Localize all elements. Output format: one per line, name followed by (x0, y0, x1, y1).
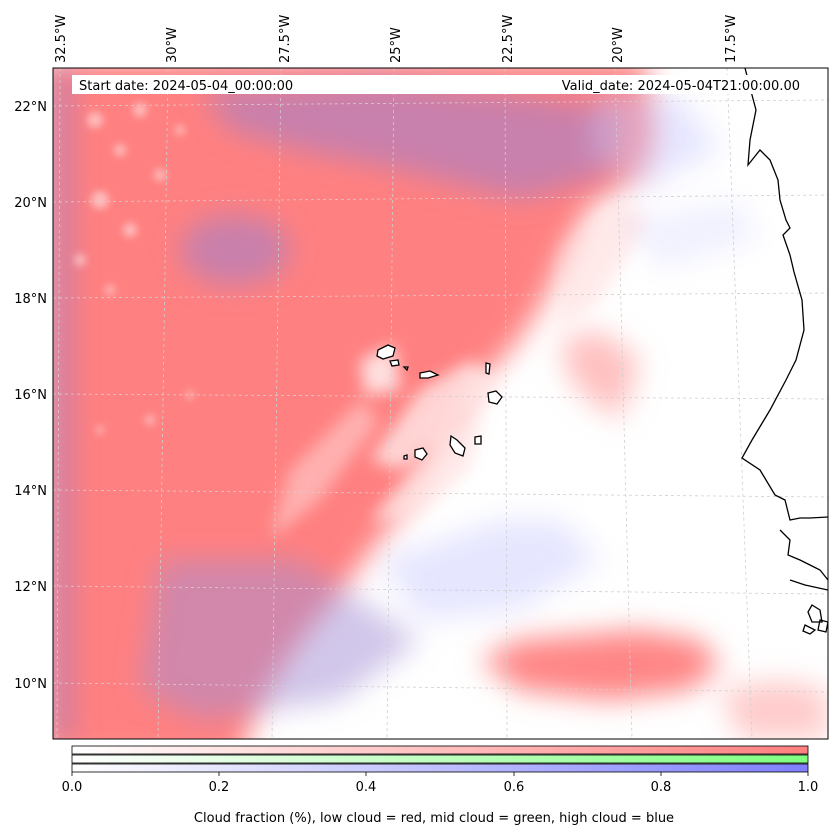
lat-label-20n: 20°N (14, 196, 47, 211)
lat-label-16n: 16°N (14, 388, 47, 403)
coastline (741, 68, 828, 635)
cloud-streaks (270, 200, 650, 540)
valid-date-label: Valid_date: 2024-05-04T21:00:00.00 (562, 79, 800, 94)
colorbar-tick-4: 0.8 (651, 780, 672, 795)
colorbar-tick-5: 1.0 (798, 780, 819, 795)
lon-label-22-5w: 22.5°W (501, 15, 516, 63)
colorbar-tick-2: 0.4 (356, 780, 377, 795)
island-santa-luzia (402, 366, 409, 372)
island-sao-nicolau (419, 370, 440, 379)
start-date-label: Start date: 2024-05-04_00:00:00 (79, 79, 293, 94)
lat-label-18n: 18°N (14, 292, 47, 307)
lat-label-10n: 10°N (14, 677, 47, 692)
island-sal (485, 362, 491, 375)
island-sao-vicente (389, 359, 400, 367)
cloud-speckle (74, 103, 194, 434)
map-frame (52, 67, 829, 740)
header-box (72, 75, 807, 94)
island-santo-antao (376, 344, 396, 360)
lat-label-22n: 22°N (14, 100, 47, 115)
island-fogo (414, 447, 428, 461)
lon-label-25w: 25°W (389, 27, 404, 63)
island-maio (474, 435, 482, 445)
lon-label-27-5w: 27.5°W (278, 15, 293, 63)
longitude-axis: 32.5°W 30°W 27.5°W 25°W 22.5°W 20°W 17.5… (54, 15, 739, 63)
colorbar-tick-3: 0.6 (504, 780, 525, 795)
lon-label-32-5w: 32.5°W (54, 15, 69, 63)
colorbar-low-strip (71, 745, 809, 755)
high-cloud-field (53, 68, 760, 739)
lat-label-14n: 14°N (14, 484, 47, 499)
colorbar-label: Cloud fraction (%), low cloud = red, mid… (194, 811, 674, 826)
lat-label-12n: 12°N (14, 580, 47, 595)
island-brava (403, 454, 408, 460)
africa-coastline (741, 68, 828, 521)
cape-verde-islands (376, 344, 503, 461)
lon-label-30w: 30°W (165, 27, 180, 63)
colorbar-tick-1: 0.2 (209, 780, 230, 795)
colorbar-tick-0: 0.0 (62, 780, 83, 795)
colorbar: 0.0 0.2 0.4 0.6 0.8 1.0 Cloud fraction (… (62, 745, 819, 826)
island-boa-vista (487, 390, 503, 405)
gridlines (53, 68, 828, 739)
island-santiago (449, 434, 466, 457)
latitude-axis: 22°N 20°N 18°N 16°N 14°N 12°N 10°N (14, 100, 47, 692)
colorbar-high-strip (71, 763, 809, 773)
lon-label-20w: 20°W (611, 27, 626, 63)
colorbar-mid-strip (71, 754, 809, 764)
colorbar-ticks (71, 772, 809, 776)
lon-label-17-5w: 17.5°W (724, 15, 739, 63)
map-panel: Start date: 2024-05-04_00:00:00 Valid_da… (52, 67, 829, 740)
